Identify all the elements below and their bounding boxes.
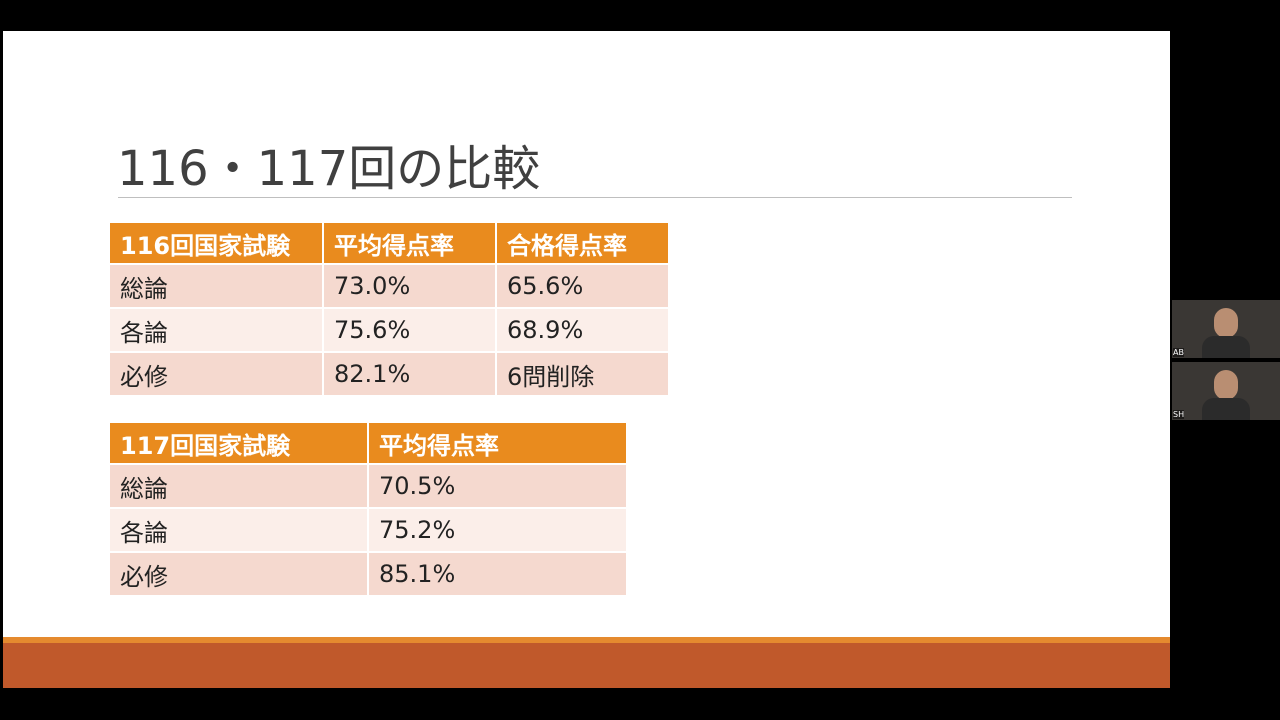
table-row: 各論 75.2% (108, 507, 628, 553)
table-cell: 75.2% (367, 507, 628, 553)
table-cell: 68.9% (495, 307, 670, 353)
score-table: 117回国家試験 平均得点率 総論 70.5% 各論 75.2% 必修 85.1% (108, 421, 628, 597)
slide: 116・117回の比較 116回国家試験 平均得点率 合格得点率 総論 73.0% 65.… (3, 31, 1170, 688)
table-cell: 総論 (108, 263, 324, 309)
table-cell: 73.0% (322, 263, 497, 309)
header-cell: 116回国家試験 (108, 221, 324, 265)
table-cell: 70.5% (367, 463, 628, 509)
title-rule (118, 197, 1072, 198)
score-table: 116回国家試験 平均得点率 合格得点率 総論 73.0% 65.6% 各論 75.6% 68.… (108, 221, 670, 397)
table-row: 116回国家試験 平均得点率 合格得点率 (108, 221, 670, 265)
table-cell: 総論 (108, 463, 369, 509)
table-row: 必修 82.1% 6問削除 (108, 351, 670, 397)
slide-title: 116・117回の比較 (117, 141, 541, 197)
table-cell: 6問削除 (495, 351, 670, 397)
table-row: 各論 75.6% 68.9% (108, 307, 670, 353)
table-cell: 85.1% (367, 551, 628, 597)
header-cell: 平均得点率 (322, 221, 497, 265)
table-cell: 75.6% (322, 307, 497, 353)
table-cell: 82.1% (322, 351, 497, 397)
table-cell: 各論 (108, 507, 369, 553)
footer-accent (3, 637, 1170, 643)
header-cell: 平均得点率 (367, 421, 628, 465)
table-cell: 必修 (108, 551, 369, 597)
table-cell: 65.6% (495, 263, 670, 309)
participant-video[interactable]: AB (1172, 300, 1280, 358)
footer-bar (3, 643, 1170, 688)
header-cell: 合格得点率 (495, 221, 670, 265)
participant-label: AB (1173, 348, 1184, 357)
table-row: 必修 85.1% (108, 551, 628, 597)
table-row: 総論 70.5% (108, 463, 628, 509)
table-cell: 各論 (108, 307, 324, 353)
participant-video[interactable]: SH (1172, 362, 1280, 420)
header-cell: 117回国家試験 (108, 421, 369, 465)
participant-label: SH (1173, 410, 1185, 419)
table-row: 117回国家試験 平均得点率 (108, 421, 628, 465)
table-row: 総論 73.0% 65.6% (108, 263, 670, 309)
table-cell: 必修 (108, 351, 324, 397)
